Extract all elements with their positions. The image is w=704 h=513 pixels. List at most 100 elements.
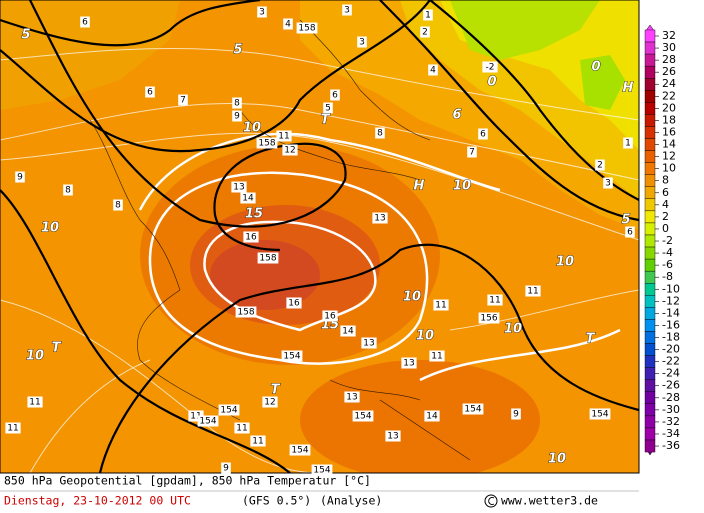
label-box [352, 410, 374, 422]
colorbar-swatch [644, 29, 656, 43]
isotherm-label: 9 [234, 112, 240, 122]
contour-label: 0 [591, 60, 600, 75]
isotherm-label: 7 [180, 96, 186, 106]
isotherms-thin [0, 47, 639, 473]
label-box [511, 408, 521, 420]
label-box [478, 312, 500, 324]
label-box [361, 337, 377, 349]
isotherm-label: 14 [242, 194, 254, 204]
colorbar-label: -16 [662, 318, 680, 331]
isotherm-label: 158 [237, 308, 254, 318]
label-box [257, 6, 267, 18]
isotherm-label: 154 [291, 446, 308, 456]
isotherm-label: 14 [426, 412, 438, 422]
colorbar-label: -36 [662, 439, 680, 452]
isotherm-label: 11 [527, 287, 538, 297]
colorbar-label: -30 [662, 403, 680, 416]
label-box [462, 403, 484, 415]
field-hottest [210, 240, 320, 310]
colorbar-label: -24 [662, 367, 680, 380]
label-box [372, 212, 388, 224]
label-box [145, 86, 155, 98]
isotherm-label: 11 [489, 296, 500, 306]
isotherm-label: 12 [284, 146, 295, 156]
contour-label: T [52, 341, 62, 356]
colorbar-swatch [644, 234, 656, 248]
contour-label: 10 [26, 349, 44, 364]
colorbar-swatch [644, 295, 656, 308]
isotherm-label: 6 [147, 88, 153, 98]
label-box [113, 199, 123, 211]
label-box [322, 310, 338, 322]
label-box [340, 325, 356, 337]
label-box [623, 137, 633, 149]
label-box [221, 462, 231, 474]
colorbar-swatch [644, 41, 656, 55]
isotherm-label: 12 [264, 398, 275, 408]
isotherm-label: 8 [115, 201, 121, 211]
isotherm-label: 11 [29, 398, 40, 408]
colorbar-swatch [644, 415, 656, 429]
isotherm-label: 9 [223, 464, 229, 474]
colorbar-label: 4 [662, 198, 669, 211]
colorbar-swatch [644, 78, 656, 91]
contour-label: 5 [621, 213, 630, 228]
colorbar-label: 20 [662, 101, 676, 114]
colorbar-swatch [644, 343, 656, 356]
isotherm-label: 1 [425, 11, 431, 21]
contour-label: 10 [403, 290, 421, 305]
colorbar-swatch [644, 186, 656, 200]
isotherm-label: 11 [435, 301, 446, 311]
colorbar-label: -26 [662, 379, 680, 392]
isotherm-label: 3 [259, 8, 265, 18]
isotherm-label: 2 [597, 161, 603, 171]
label-box [289, 444, 311, 456]
label-box [429, 350, 445, 362]
footer-model: (GFS 0.5°) [242, 494, 311, 508]
colorbar-swatch [644, 439, 656, 453]
contour-label: 6 [452, 108, 461, 123]
isotherm-label: 156 [480, 314, 497, 324]
label-box [80, 16, 90, 28]
label-box [234, 422, 250, 434]
label-box [188, 410, 204, 422]
label-box [589, 408, 611, 420]
isotherm-label: 13 [346, 393, 357, 403]
colorbar-label: -22 [662, 355, 680, 368]
colorbar-label: 0 [662, 222, 669, 235]
contour-label: 10 [416, 329, 434, 344]
colorbar-label: 18 [662, 113, 676, 126]
isotherm-label: 154 [199, 417, 216, 427]
label-box [283, 18, 293, 30]
isotherm-label: 16 [324, 312, 336, 322]
colorbar-swatch [644, 367, 656, 380]
colorbar-label: -6 [662, 258, 673, 271]
colorbar-label: 10 [662, 162, 676, 175]
colorbar-label: -34 [662, 427, 680, 440]
label-box [420, 26, 430, 38]
label-box [401, 357, 417, 369]
isotherm-label: 9 [17, 173, 23, 183]
label-box [423, 9, 433, 21]
isotherm-label: 13 [387, 432, 398, 442]
label-box [256, 137, 278, 149]
isotherm-label: 11 [252, 437, 263, 447]
contour-label: 5 [21, 28, 30, 43]
colorbar-swatch [644, 126, 656, 139]
colorbar-label: 30 [662, 41, 676, 54]
colorbar-label: 2 [662, 210, 669, 223]
isotherm-label: 13 [403, 359, 414, 369]
isotherm-label: 13 [363, 339, 374, 349]
copyright-icon [488, 497, 495, 505]
colorbar-swatch [644, 427, 656, 441]
colorbar-label: 32 [662, 29, 676, 42]
label-box [257, 252, 279, 264]
isotherm-label: 158 [259, 254, 276, 264]
colorbar-swatch [644, 391, 656, 405]
label-box [357, 36, 367, 48]
label-box [467, 146, 477, 158]
isotherm-label: -2 [486, 63, 495, 73]
label-box [424, 410, 440, 422]
isotherm-label: 6 [332, 91, 338, 101]
